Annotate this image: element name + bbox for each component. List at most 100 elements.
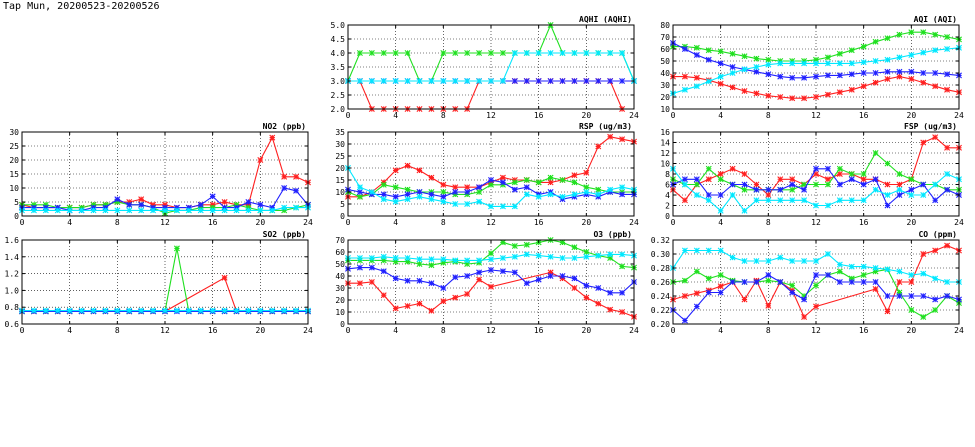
data-point <box>54 207 61 214</box>
data-point <box>908 68 915 75</box>
data-point <box>102 204 109 211</box>
data-point <box>741 171 748 177</box>
x-tick-label: 12 <box>486 218 496 227</box>
data-point <box>488 78 494 84</box>
data-point <box>488 250 494 257</box>
data-point <box>571 179 578 186</box>
y-tick-label: 60 <box>335 248 345 257</box>
data-point <box>595 186 602 193</box>
data-point <box>789 282 796 289</box>
data-point <box>908 279 915 285</box>
data-point <box>824 176 831 183</box>
data-point <box>535 78 542 84</box>
data-point <box>848 263 855 270</box>
y-tick-label: 70 <box>335 236 345 245</box>
data-point <box>813 60 819 67</box>
data-point <box>595 252 602 259</box>
data-point <box>392 255 399 261</box>
data-point <box>499 179 506 186</box>
x-tick-label: 4 <box>67 218 72 227</box>
data-point <box>765 302 772 309</box>
data-point <box>884 35 891 42</box>
data-point <box>428 174 435 181</box>
data-point <box>693 192 700 198</box>
y-tick-label: 10 <box>335 308 345 317</box>
data-point <box>932 307 939 313</box>
data-point <box>78 307 85 314</box>
x-tick-label: 12 <box>486 326 496 335</box>
data-point <box>813 272 819 278</box>
data-point <box>233 207 240 214</box>
data-point <box>209 201 216 208</box>
data-point <box>729 64 736 70</box>
data-point <box>753 90 760 97</box>
data-point <box>836 181 843 188</box>
data-point <box>765 56 772 63</box>
y-tick-label: 20 <box>660 93 670 102</box>
data-point <box>920 270 927 277</box>
data-point <box>932 247 939 254</box>
data-point <box>583 169 590 176</box>
data-point <box>801 293 808 299</box>
data-point <box>777 94 784 100</box>
data-point <box>571 255 578 261</box>
data-point <box>440 50 447 56</box>
x-tick-label: 8 <box>115 326 120 335</box>
data-point <box>547 179 554 186</box>
data-point <box>860 181 867 188</box>
chart-title: NO2 (ppb) <box>263 122 306 131</box>
data-point <box>944 34 951 40</box>
data-point <box>185 307 192 314</box>
data-point <box>511 186 518 193</box>
x-tick-label: 24 <box>303 218 313 227</box>
data-point <box>932 70 939 76</box>
y-tick-label: 35 <box>335 128 345 137</box>
y-tick-label: 5 <box>340 200 345 209</box>
x-tick-label: 0 <box>671 218 676 227</box>
data-point <box>535 252 542 259</box>
data-point <box>209 204 216 211</box>
data-point <box>753 64 760 70</box>
data-point <box>741 53 748 60</box>
y-tick-label: 0.28 <box>651 264 670 273</box>
data-point <box>464 261 471 267</box>
x-tick-label: 16 <box>859 111 869 120</box>
x-tick-label: 16 <box>859 326 869 335</box>
data-point <box>197 307 204 314</box>
data-point <box>932 134 939 141</box>
y-tick-label: 0.32 <box>651 236 670 245</box>
x-tick-label: 20 <box>582 218 592 227</box>
chart-title: SO2 (ppb) <box>263 230 306 239</box>
y-tick-label: 5 <box>14 198 19 207</box>
data-point <box>896 181 903 188</box>
data-point <box>452 257 459 264</box>
data-point <box>765 192 772 198</box>
x-tick-label: 24 <box>954 111 964 120</box>
data-point <box>416 256 423 263</box>
x-tick-label: 0 <box>20 218 25 227</box>
data-point <box>440 198 447 205</box>
data-point <box>813 171 819 177</box>
data-point <box>681 317 688 324</box>
data-point <box>476 184 483 191</box>
data-point <box>813 282 819 289</box>
data-point <box>404 162 411 169</box>
data-point <box>753 186 760 193</box>
chart-title: FSP (ug/m3) <box>904 122 957 131</box>
data-point <box>777 186 784 193</box>
data-point <box>392 198 399 205</box>
data-point <box>114 307 121 314</box>
data-point <box>281 307 288 314</box>
data-point <box>476 198 483 205</box>
data-point <box>221 199 228 205</box>
data-point <box>428 262 435 269</box>
data-point <box>535 276 542 283</box>
x-tick-label: 12 <box>811 326 821 335</box>
data-point <box>559 193 566 200</box>
data-point <box>872 79 879 86</box>
data-point <box>499 255 506 261</box>
data-point <box>741 207 748 214</box>
data-point <box>559 177 566 183</box>
